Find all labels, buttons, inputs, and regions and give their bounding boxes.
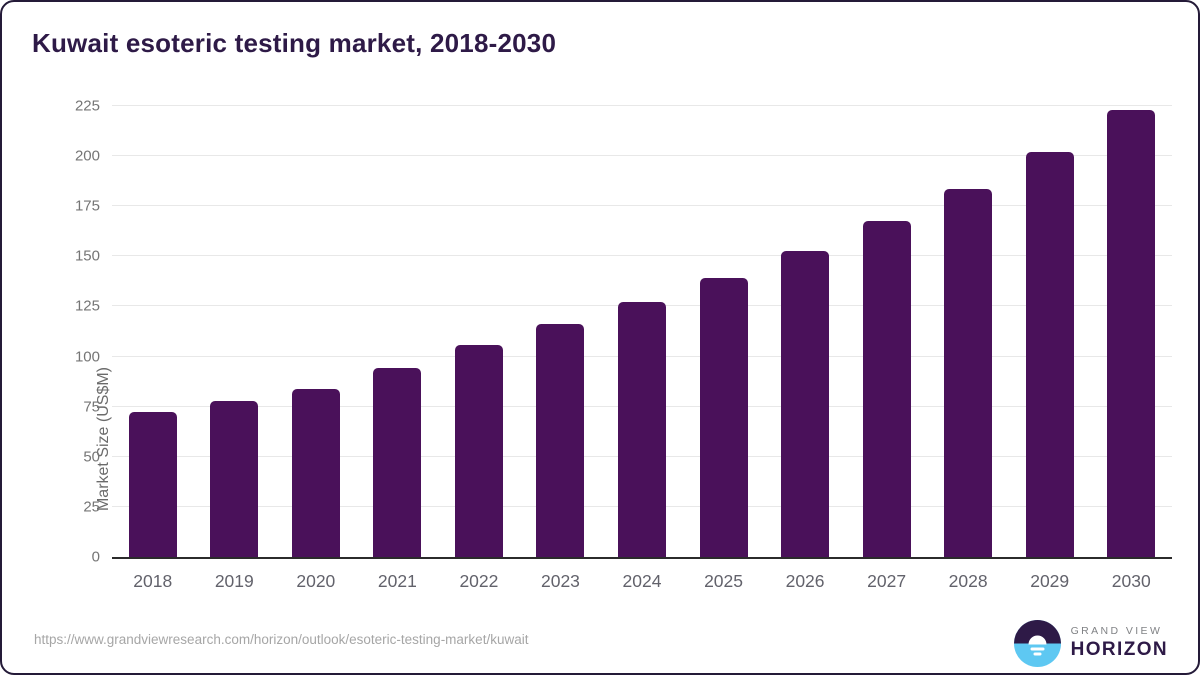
- bar-2027: [862, 221, 911, 557]
- x-tick-label-2024: 2024: [622, 571, 662, 591]
- x-tick-label-2022: 2022: [459, 571, 499, 591]
- bar-2024: [618, 302, 666, 557]
- grandview-horizon-logo: GRAND VIEW HORIZON: [1013, 620, 1168, 667]
- x-tick-label-2027: 2027: [867, 571, 907, 591]
- y-tick-label-175: 175: [74, 197, 100, 215]
- bar-2023: [536, 323, 585, 557]
- y-tick-label-0: 0: [91, 548, 100, 566]
- bar-2021: [373, 368, 422, 557]
- y-tick-label-25: 25: [83, 498, 100, 516]
- logo-text-grand-view: GRAND VIEW: [1070, 625, 1163, 638]
- x-tick-label-2028: 2028: [948, 571, 988, 591]
- bar-2022: [454, 345, 503, 557]
- bar-2019: [210, 401, 259, 557]
- gridline-y150: [112, 255, 1172, 257]
- y-tick-label-225: 225: [74, 97, 100, 115]
- y-axis-title: Market Size (US$M): [95, 366, 112, 512]
- x-tick-label-2025: 2025: [704, 571, 743, 591]
- chart-title: Kuwait esoteric testing market, 2018-203…: [32, 28, 557, 58]
- logo-text: GRAND VIEW HORIZON: [1071, 626, 1168, 660]
- bar-2025: [699, 277, 748, 557]
- x-tick-label-2030: 2030: [1111, 571, 1151, 591]
- x-tick-label-2020: 2020: [296, 571, 336, 591]
- bar-2026: [781, 250, 830, 557]
- logo-text-horizon: HORIZON: [1070, 638, 1168, 660]
- x-tick-label-2023: 2023: [540, 571, 580, 591]
- x-tick-label-2019: 2019: [214, 571, 254, 591]
- bar-2030: [1107, 110, 1156, 557]
- sun-over-horizon-icon: [1013, 620, 1061, 667]
- plot-area: Market Size (US$M) 0 25 50 75 100 125 150 175 20…: [75, 98, 1172, 591]
- y-tick-label-125: 125: [74, 297, 100, 315]
- bar-2029: [1025, 152, 1074, 557]
- y-tick-label-100: 100: [74, 348, 100, 366]
- x-tick-label-2029: 2029: [1030, 571, 1070, 591]
- y-tick-label-150: 150: [74, 247, 100, 265]
- gridline-y175: [112, 205, 1172, 207]
- gridline-y200: [112, 155, 1172, 157]
- y-tick-label-200: 200: [74, 147, 100, 165]
- source-url: https://www.grandviewresearch.com/horizo…: [34, 632, 529, 647]
- y-tick-label-50: 50: [83, 448, 100, 466]
- y-tick-label-75: 75: [83, 398, 100, 416]
- bar-2028: [944, 188, 993, 557]
- bar-2018: [128, 412, 177, 557]
- x-tick-label-2018: 2018: [133, 571, 173, 591]
- x-tick-label-2026: 2026: [785, 571, 825, 591]
- gridline-y225: [112, 105, 1172, 106]
- x-tick-label-2021: 2021: [377, 571, 417, 591]
- bar-2020: [291, 388, 340, 557]
